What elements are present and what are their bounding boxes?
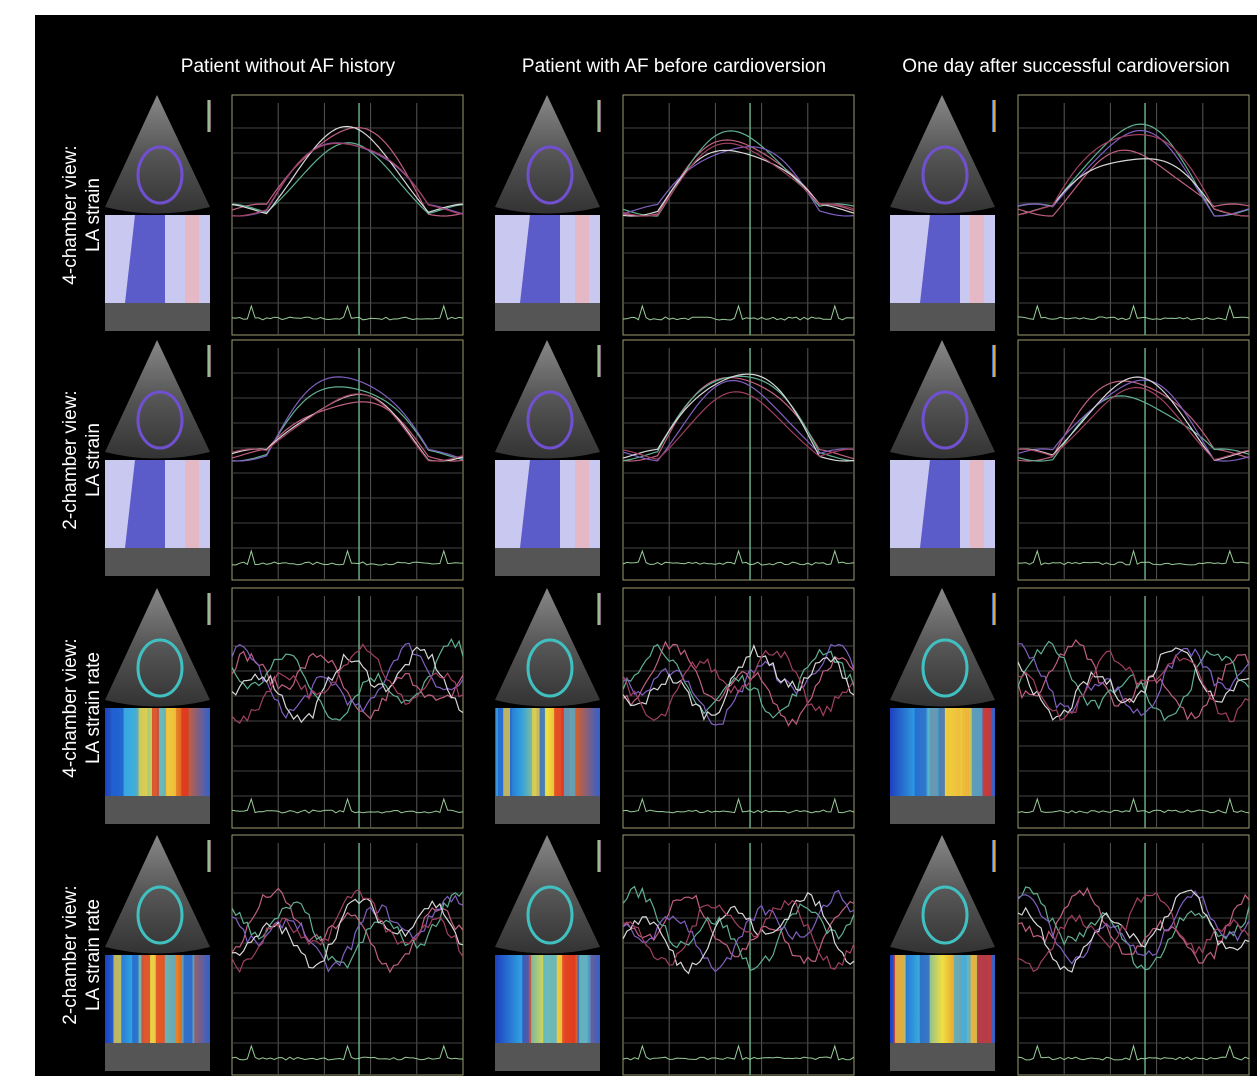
strain-map-band <box>915 708 928 796</box>
color-bar <box>207 593 211 625</box>
color-bar <box>207 345 211 377</box>
column-header: Patient without AF history <box>181 56 396 77</box>
color-bar <box>992 840 996 872</box>
column-header: One day after successful cardioversion <box>902 56 1229 77</box>
row-label: 2-chamber view: <box>60 390 81 529</box>
m-mode <box>890 796 995 824</box>
m-mode <box>890 303 995 331</box>
strain-map-band <box>141 955 150 1043</box>
strain-map-band <box>948 708 961 796</box>
strain-map-band <box>543 955 557 1043</box>
row-label: LA strain <box>83 423 104 497</box>
strain-map-band <box>166 708 175 796</box>
strain-map-band <box>139 708 148 796</box>
strain-map-band <box>579 955 591 1043</box>
strain-map-band <box>165 955 176 1043</box>
strain-map-band <box>983 708 991 796</box>
strain-map-band <box>185 215 199 303</box>
color-bar <box>597 593 601 625</box>
strain-map-band <box>575 460 589 548</box>
strain-map-band <box>532 708 540 796</box>
color-bar <box>992 345 996 377</box>
figure: Patient without AF history Patient with … <box>0 0 1257 1076</box>
color-bar <box>207 840 211 872</box>
m-mode <box>105 1043 210 1071</box>
m-mode <box>495 548 600 576</box>
strain-map-band <box>113 955 121 1043</box>
strain-map-band <box>970 215 984 303</box>
strain-map-band <box>181 708 188 796</box>
strain-map-band <box>184 955 193 1043</box>
color-bar <box>597 345 601 377</box>
row-label: LA strain rate <box>83 652 104 764</box>
strain-map-band <box>111 708 118 796</box>
strain-map-band <box>926 708 938 796</box>
m-mode <box>495 1043 600 1071</box>
color-bar <box>597 840 601 872</box>
m-mode <box>890 1043 995 1071</box>
strain-map-band <box>920 955 930 1043</box>
strain-map-band <box>185 460 199 548</box>
color-bar <box>207 100 211 132</box>
color-bar <box>992 593 996 625</box>
strain-map-band <box>564 708 575 796</box>
strain-map-band <box>961 955 971 1043</box>
strain-map-band <box>575 215 589 303</box>
strain-map-band <box>970 460 984 548</box>
column-header: Patient with AF before cardioversion <box>522 56 826 77</box>
strain-map-band <box>124 708 135 796</box>
strain-map-band <box>132 955 138 1043</box>
strain-map-band <box>152 708 159 796</box>
strain-map-band <box>554 708 565 796</box>
strain-map-band <box>503 708 510 796</box>
row-label: LA strain <box>83 178 104 252</box>
m-mode <box>495 796 600 824</box>
strain-map-band <box>562 955 575 1043</box>
color-bar <box>597 100 601 132</box>
color-bar <box>992 100 996 132</box>
m-mode <box>105 548 210 576</box>
m-mode <box>495 303 600 331</box>
row-label: LA strain rate <box>83 899 104 1011</box>
strain-map-band <box>978 955 992 1043</box>
strain-map-band <box>522 955 529 1043</box>
row-label: 4-chamber view: <box>60 145 81 284</box>
m-mode <box>105 303 210 331</box>
m-mode <box>890 548 995 576</box>
strain-map-band <box>961 708 972 796</box>
m-mode <box>105 796 210 824</box>
strain-map-band <box>155 955 165 1043</box>
strain-map-band <box>895 955 906 1043</box>
row-label: 4-chamber view: <box>60 638 81 777</box>
row-label: 2-chamber view: <box>60 885 81 1024</box>
